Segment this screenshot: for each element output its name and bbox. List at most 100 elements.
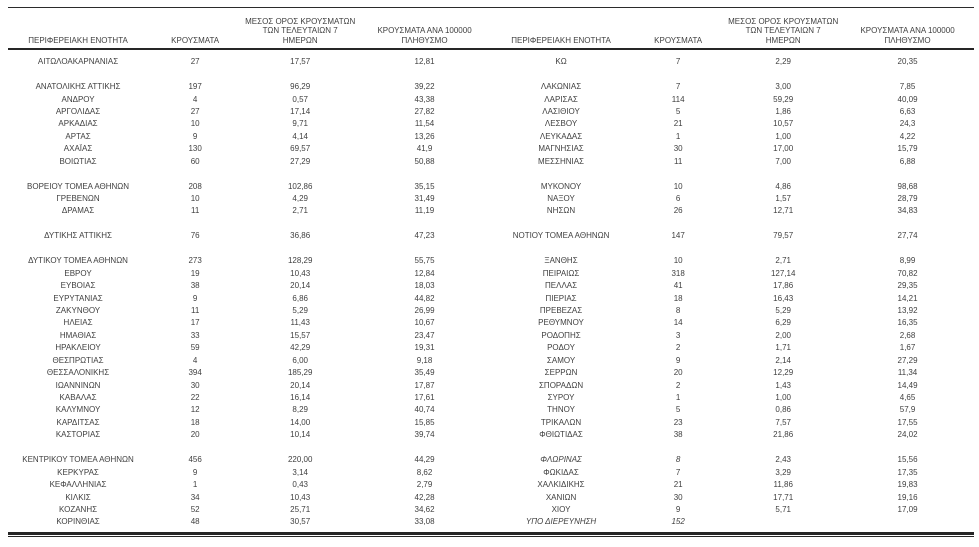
cell-per100k: 10,67 (414, 318, 435, 328)
cell-per100k: 44,29 (414, 455, 435, 465)
cell-avg7: 10,14 (290, 430, 311, 440)
cell-per100k: 33,08 (414, 517, 435, 527)
cell-avg7: 12,29 (773, 368, 794, 378)
table-row: ΕΥΒΟΙΑΣ 38 20,14 18,03 (8, 280, 491, 292)
table-row: ΖΑΚΥΝΘΟΥ 11 5,29 26,99 (8, 305, 491, 317)
cell-cases: 4 (192, 94, 198, 104)
cell-region: ΛΑΣΙΘΙΟΥ (542, 106, 580, 116)
cell-per100k: 44,82 (414, 293, 435, 303)
cell-per100k: 55,75 (414, 256, 435, 266)
cell-per100k: 17,35 (897, 467, 918, 477)
spacer-row (491, 218, 974, 230)
cell-region: ΠΕΛΛΑΣ (544, 281, 578, 291)
cell-region: ΚΙΛΚΙΣ (65, 492, 91, 502)
cell-cases: 11 (190, 206, 200, 216)
table-header: ΠΕΡΙΦΕΡΕΙΑΚΗ ΕΝΟΤΗΤΑ ΚΡΟΥΣΜΑΤΑ ΜΕΣΟΣ ΟΡΟ… (8, 8, 491, 50)
cell-per100k: 50,88 (414, 156, 435, 166)
cell-cases: 10 (190, 194, 200, 204)
column-header-cases: ΚΡΟΥΣΜΑΤΑ (171, 35, 220, 45)
bottom-divider (8, 531, 974, 537)
cell-region: ΛΕΣΒΟΥ (544, 119, 578, 129)
cell-cases: 30 (673, 492, 683, 502)
cell-per100k: 2,79 (416, 480, 433, 490)
cell-per100k: 8,99 (899, 256, 916, 266)
cell-region: ΛΑΡΙΣΑΣ (544, 94, 578, 104)
cell-region: ΝΑΞΟΥ (547, 194, 575, 204)
cell-avg7: 4,29 (292, 194, 308, 204)
cell-cases: 76 (190, 231, 200, 241)
cell-cases: 38 (673, 430, 683, 440)
cell-cases: 2 (675, 380, 681, 390)
table-row: ΣΠΟΡΑΔΩΝ 2 1,43 14,49 (491, 379, 974, 391)
cell-per100k: 26,99 (414, 305, 435, 315)
cell-cases: 60 (190, 156, 200, 166)
cell-per100k: 18,03 (414, 281, 435, 291)
bottom-divider-thick-line (8, 531, 974, 535)
cell-per100k: 34,62 (414, 504, 435, 514)
cell-cases: 1 (192, 480, 198, 490)
table-row: ΜΕΣΣΗΝΙΑΣ 11 7,00 6,88 (491, 156, 974, 168)
table-row: ΛΑΡΙΣΑΣ 114 59,29 40,09 (491, 93, 974, 105)
cell-region: ΦΛΩΡΙΝΑΣ (540, 455, 582, 465)
table-row: ΚΑΡΔΙΤΣΑΣ 18 14,00 15,85 (8, 417, 491, 429)
table-row: ΗΛΕΙΑΣ 17 11,43 10,67 (8, 317, 491, 329)
table-row: ΑΧΑΪΑΣ 130 69,57 41,9 (8, 143, 491, 155)
table-row: ΕΒΡΟΥ 19 10,43 12,84 (8, 267, 491, 279)
cell-per100k: 9,18 (416, 355, 433, 365)
cell-cases: 48 (190, 517, 200, 527)
cell-cases: 152 (671, 517, 685, 527)
cell-avg7: 36,86 (290, 231, 311, 241)
bottom-divider-thin-line (8, 535, 974, 537)
cell-per100k: 15,79 (897, 144, 918, 154)
cell-region: ΗΡΑΚΛΕΙΟΥ (55, 343, 101, 353)
table-row: ΡΟΔΟΥ 2 1,71 1,67 (491, 342, 974, 354)
cell-avg7: 11,43 (290, 318, 310, 328)
table-row: ΡΟΔΟΠΗΣ 3 2,00 2,68 (491, 330, 974, 342)
cell-cases: 9 (192, 293, 198, 303)
cell-cases: 22 (190, 393, 200, 403)
cell-cases: 130 (188, 144, 202, 154)
cell-avg7: 30,57 (290, 517, 311, 527)
cell-per100k: 15,85 (414, 417, 435, 427)
cell-per100k: 28,79 (897, 194, 918, 204)
cell-region: ΚΑΒΑΛΑΣ (59, 393, 97, 403)
table-row: ΓΡΕΒΕΝΩΝ 10 4,29 31,49 (8, 193, 491, 205)
cell-region: ΛΕΥΚΑΔΑΣ (539, 131, 583, 141)
cell-per100k: 17,55 (897, 417, 918, 427)
table-row: ΛΑΚΩΝΙΑΣ 7 3,00 7,85 (491, 81, 974, 93)
cell-avg7: 11,86 (773, 480, 793, 490)
spacer-row (8, 168, 491, 180)
cell-cases: 10 (673, 256, 683, 266)
column-header-region: ΠΕΡΙΦΕΡΕΙΑΚΗ ΕΝΟΤΗΤΑ (28, 35, 128, 45)
table-body: ΑΙΤΩΛΟΑΚΑΡΝΑΝΙΑΣ 27 17,57 12,81 ΑΝΑΤΟΛΙΚΗΣ Α… (8, 50, 491, 529)
cell-cases: 9 (675, 504, 681, 514)
cell-per100k: 27,82 (414, 106, 435, 116)
table-row: ΘΕΣΠΡΩΤΙΑΣ 4 6,00 9,18 (8, 355, 491, 367)
cell-per100k: 11,19 (414, 206, 435, 216)
cell-cases: 208 (188, 181, 202, 191)
cell-cases: 7 (675, 82, 681, 92)
cell-avg7: 5,29 (292, 305, 308, 315)
cell-per100k: 40,09 (897, 94, 918, 104)
table-row: ΣΕΡΡΩΝ 20 12,29 11,34 (491, 367, 974, 379)
cell-avg7: 2,14 (775, 355, 791, 365)
cell-region: ΡΟΔΟΥ (547, 343, 575, 353)
cell-cases: 394 (188, 368, 202, 378)
cell-per100k: 14,21 (897, 293, 918, 303)
cell-cases: 11 (673, 156, 683, 166)
cell-avg7: 4,86 (775, 181, 791, 191)
spacer-row (491, 442, 974, 454)
cell-cases: 19 (190, 268, 200, 278)
cell-per100k: 17,09 (897, 504, 918, 514)
cell-avg7: 17,14 (290, 106, 311, 116)
cell-cases: 20 (673, 368, 683, 378)
table-row: ΡΕΘΥΜΝΟΥ 14 6,29 16,35 (491, 317, 974, 329)
spacer-row (8, 68, 491, 80)
cell-per100k: 24,3 (899, 119, 916, 129)
cell-cases: 52 (190, 504, 200, 514)
cell-region: ΧΑΝΙΩΝ (545, 492, 577, 502)
cell-cases: 30 (673, 144, 683, 154)
cell-cases: 7 (675, 57, 681, 67)
cell-region: ΑΡΤΑΣ (65, 131, 91, 141)
cell-region: ΤΗΝΟΥ (547, 405, 575, 415)
